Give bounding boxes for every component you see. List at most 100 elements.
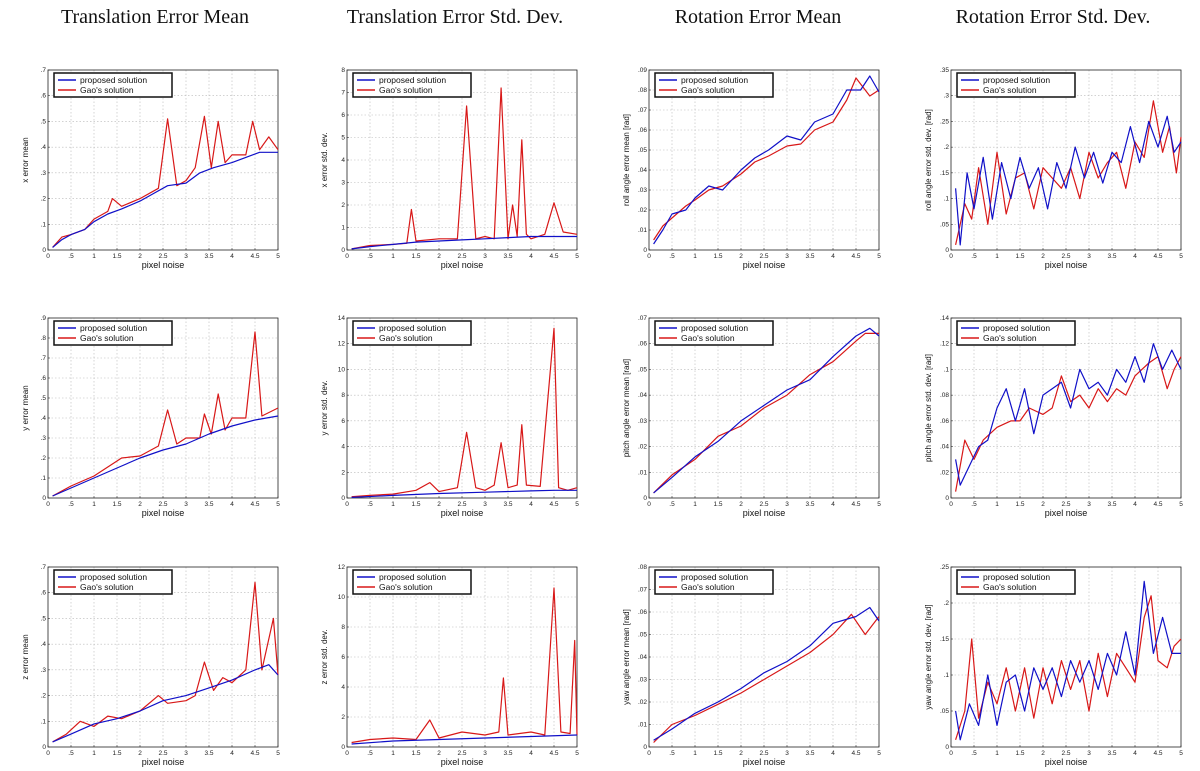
x-tick-label: 1 — [92, 501, 96, 508]
x-tick-label: 1.5 — [411, 501, 420, 508]
legend-label-gao: Gao's solution — [80, 333, 134, 343]
y-tick-label: .2 — [41, 693, 47, 700]
x-tick-label: 3.5 — [1107, 750, 1116, 757]
x-tick-label: 2.5 — [1061, 501, 1070, 508]
legend-label-proposed: proposed solution — [681, 323, 748, 333]
y-tick-label: .06 — [638, 609, 647, 616]
x-tick-label: 1.5 — [713, 501, 722, 508]
subplot-2: 0 .5 1 1.5 2 2.5 3 3.5 4 4.5 5 0 1 2 3 4 5 6 7 8 pixel noise… — [320, 67, 579, 270]
legend-label-proposed: proposed solution — [80, 572, 147, 582]
series-line-gao — [351, 87, 578, 250]
x-tick-label: 5 — [276, 253, 280, 260]
y-tick-label: .15 — [940, 170, 949, 177]
x-tick-label: 1 — [391, 750, 395, 757]
y-tick-label: 6 — [341, 418, 345, 425]
x-tick-label: .5 — [68, 750, 74, 757]
y-tick-label: .01 — [638, 469, 647, 476]
y-tick-label: .05 — [940, 708, 949, 715]
x-tick-label: 3.5 — [503, 501, 512, 508]
x-tick-label: .5 — [669, 750, 675, 757]
x-tick-label: 2 — [1041, 253, 1045, 260]
x-tick-label: 2.5 — [457, 253, 466, 260]
x-tick-label: 2 — [138, 750, 142, 757]
x-tick-label: 4 — [529, 750, 533, 757]
column-title-rotation-mean: Rotation Error Mean — [674, 6, 842, 28]
x-tick-label: 1.5 — [411, 750, 420, 757]
legend-label-proposed: proposed solution — [379, 572, 446, 582]
y-tick-label: .7 — [41, 355, 47, 362]
series-line-gao — [653, 613, 880, 743]
x-tick-label: 2 — [1041, 750, 1045, 757]
legend-box — [654, 569, 774, 595]
y-tick-label: 0 — [945, 495, 949, 502]
series-line-proposed — [955, 580, 1181, 741]
x-tick-label: 0 — [647, 253, 651, 260]
y-tick-label: .5 — [41, 615, 47, 622]
subplot-10: 0 .5 1 1.5 2 2.5 3 3.5 4 4.5 5 0 2 4 6 8 10 12 pixel noise… — [320, 564, 579, 767]
x-tick-label: 0 — [949, 750, 953, 757]
y-tick-label: .5 — [41, 395, 47, 402]
x-tick-label: 4 — [230, 253, 234, 260]
x-tick-label: 4 — [1133, 750, 1137, 757]
y-tick-label: 0 — [945, 247, 949, 254]
subplot-7: 0 .5 1 1.5 2 2.5 3 3.5 4 4.5 5 0 .01 .02 .03 .04 .05 .06.… — [622, 315, 881, 518]
x-tick-label: 0 — [46, 750, 50, 757]
y-tick-label: .14 — [940, 315, 949, 322]
legend-box — [956, 72, 1076, 98]
y-tick-label: 12 — [338, 564, 346, 571]
x-tick-label: 0 — [647, 750, 651, 757]
x-axis-label: pixel noise — [441, 508, 484, 518]
x-tick-label: 2 — [1041, 501, 1045, 508]
y-tick-label: .3 — [41, 170, 47, 177]
y-tick-label: 14 — [338, 315, 346, 322]
x-tick-label: 1 — [995, 750, 999, 757]
y-tick-label: .9 — [41, 315, 47, 322]
series-line-proposed — [955, 115, 1182, 246]
y-tick-label: .08 — [940, 392, 949, 399]
x-axis-label: pixel noise — [1045, 508, 1088, 518]
x-tick-label: 4 — [831, 750, 835, 757]
subplot-12: 0 .5 1 1.5 2 2.5 3 3.5 4 4.5 5 0 .05 .1 .15 .2 .25 pixel … — [924, 564, 1183, 767]
x-axis-label: pixel noise — [142, 508, 185, 518]
y-tick-label: 8 — [341, 67, 345, 74]
y-tick-label: .1 — [41, 221, 47, 228]
x-tick-label: 2.5 — [457, 750, 466, 757]
x-tick-label: 3 — [184, 750, 188, 757]
x-tick-label: 4 — [529, 253, 533, 260]
y-tick-label: 0 — [42, 247, 46, 254]
legend-label-proposed: proposed solution — [983, 323, 1050, 333]
y-tick-label: 0 — [42, 744, 46, 751]
y-tick-label: .2 — [41, 455, 47, 462]
x-tick-label: 0 — [647, 501, 651, 508]
y-axis-label: x error mean — [21, 137, 30, 182]
x-tick-label: 1.5 — [1015, 501, 1024, 508]
y-tick-label: 0 — [341, 744, 345, 751]
x-tick-label: 0 — [949, 501, 953, 508]
x-tick-label: 2 — [437, 750, 441, 757]
x-tick-label: 5 — [575, 501, 579, 508]
x-tick-label: .5 — [971, 501, 977, 508]
y-tick-label: 4 — [341, 157, 345, 164]
x-tick-label: 2 — [437, 253, 441, 260]
legend-label-gao: Gao's solution — [681, 85, 735, 95]
x-tick-label: 2 — [437, 501, 441, 508]
x-tick-label: 5 — [276, 750, 280, 757]
y-tick-label: .3 — [944, 93, 950, 100]
y-axis-label: x error std. dev. — [320, 133, 329, 188]
y-tick-label: .4 — [41, 415, 47, 422]
legend-label-proposed: proposed solution — [80, 75, 147, 85]
x-tick-label: 5 — [1179, 501, 1183, 508]
legend-box — [352, 72, 472, 98]
x-tick-label: 3.5 — [204, 253, 213, 260]
x-tick-label: 5 — [1179, 253, 1183, 260]
y-tick-label: .1 — [944, 672, 950, 679]
y-tick-label: 2 — [341, 469, 345, 476]
x-tick-label: 5 — [877, 501, 881, 508]
subplot-8: 0 .5 1 1.5 2 2.5 3 3.5 4 4.5 5 0 .02 .04 .06 .08 .1 .12 .1… — [924, 315, 1183, 518]
x-tick-label: 1.5 — [1015, 750, 1024, 757]
x-axis-label: pixel noise — [142, 260, 185, 270]
x-tick-label: 3.5 — [805, 501, 814, 508]
x-tick-label: 2.5 — [158, 253, 167, 260]
series-line-proposed — [52, 664, 279, 743]
